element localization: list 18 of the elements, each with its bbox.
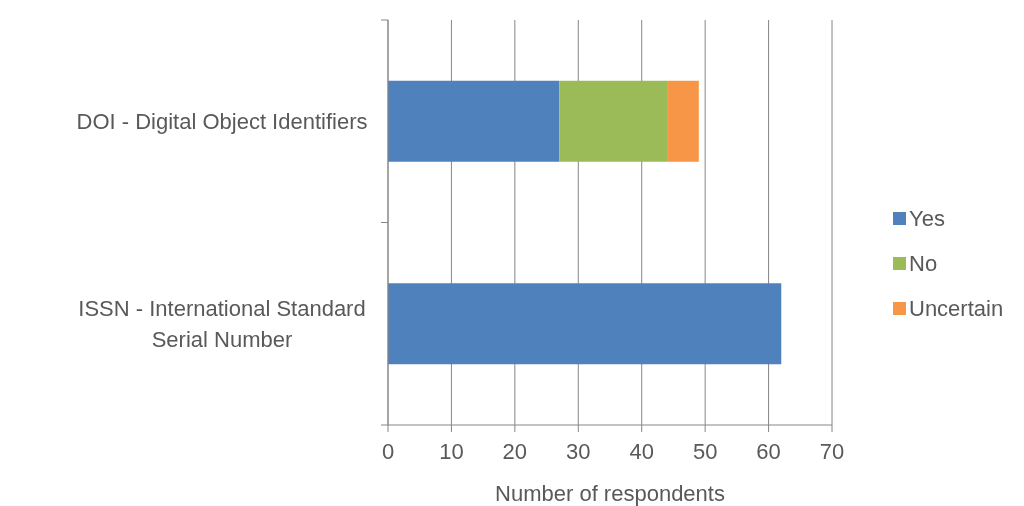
x-tick-label: 10 xyxy=(439,439,464,464)
y-tick-label: ISSN - International Standard Serial Number xyxy=(78,296,366,353)
x-tick-label: 50 xyxy=(692,439,718,464)
x-tick-label: 0 xyxy=(381,439,395,464)
x-tick-label: 20 xyxy=(502,439,528,464)
x-axis-title: Number of respondents xyxy=(495,481,725,506)
y-tick-label: DOI - Digital Object Identifiers xyxy=(76,109,368,135)
x-tick-label: 70 xyxy=(819,439,845,464)
legend-label: Yes xyxy=(909,206,945,231)
bar xyxy=(559,80,668,162)
bar xyxy=(388,283,782,365)
x-tick-label: 40 xyxy=(629,439,654,464)
legend-label: Uncertain xyxy=(909,296,1004,321)
legend-label: No xyxy=(909,251,938,276)
x-tick-label: 30 xyxy=(566,439,591,464)
x-tick-label: 60 xyxy=(756,439,781,464)
bar xyxy=(388,80,560,162)
bar xyxy=(667,80,699,162)
